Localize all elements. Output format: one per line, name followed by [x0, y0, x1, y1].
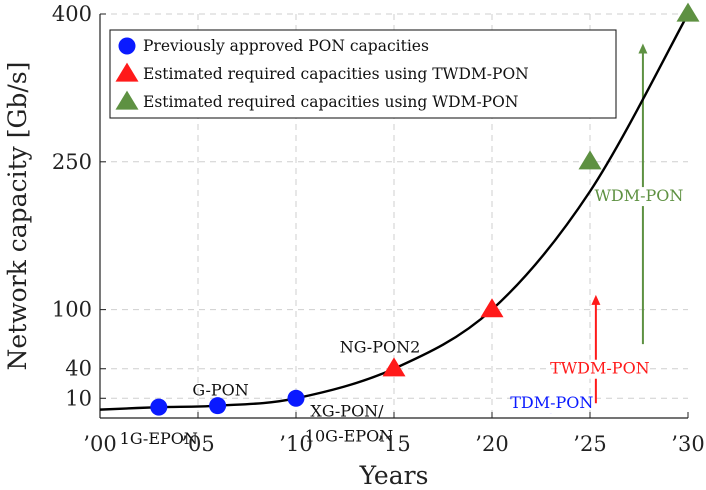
arrow-label-background	[602, 187, 676, 207]
point-label: NG-PON2	[340, 338, 421, 357]
x-tick-label: ’05	[181, 432, 214, 456]
point-label: 1G-EPON	[120, 429, 198, 448]
point-label: XG-PON/	[310, 401, 384, 420]
legend: Previously approved PON capacities Estima…	[109, 29, 617, 119]
point-label: G-PON	[192, 381, 248, 400]
y-tick-label: 10	[65, 386, 92, 410]
y-tick-label: 40	[65, 357, 92, 381]
data-points	[150, 2, 700, 416]
data-point-circle	[150, 398, 168, 416]
legend-box	[109, 29, 617, 119]
x-tick-label: ’25	[573, 432, 606, 456]
point-label: 10G-EPON	[305, 426, 393, 445]
x-axis-label: Years	[359, 461, 429, 490]
arrow-label: WDM-PON	[594, 186, 683, 205]
point-labels: TDM-PON TWDM-PON WDM-PON 1G-EPON G-PON XG-PON…	[120, 186, 684, 448]
arrow-label: TDM-PON	[510, 393, 593, 412]
y-tick-label: 400	[52, 2, 92, 26]
y-tick-label: 100	[52, 298, 92, 322]
x-tick-label: ’10	[279, 432, 312, 456]
y-axis-label: Network capacity [Gb/s]	[3, 62, 32, 371]
x-tick-label: ’30	[671, 432, 704, 456]
data-point-triangle	[676, 2, 700, 22]
data-point-circle	[209, 397, 227, 415]
x-tick-label: ’00	[83, 432, 116, 456]
data-point-triangle	[382, 357, 406, 377]
legend-marker-triangle	[115, 62, 139, 82]
legend-entry-label: Estimated required capacities using TWDM…	[143, 65, 529, 83]
data-point-triangle	[578, 150, 602, 170]
x-tick-label: ’20	[475, 432, 508, 456]
arrow-head	[591, 294, 601, 305]
legend-marker-triangle	[115, 90, 139, 110]
legend-entry-label: Previously approved PON capacities	[143, 37, 429, 55]
arrow-label: TWDM-PON	[550, 359, 650, 378]
arrow-head	[638, 43, 648, 54]
x-tick-label: ’15	[377, 432, 410, 456]
data-point-triangle	[480, 298, 504, 318]
legend-marker-circle	[118, 37, 136, 55]
axes	[99, 13, 689, 419]
arrow-label-background	[515, 394, 589, 413]
tick-labels: ’00 ’05 ’10 ’15 ’20 ’25 ’30 10 40 100 250 400	[52, 2, 705, 456]
legend-entry-label: Estimated required capacities using WDM-…	[143, 93, 518, 111]
y-tick-label: 250	[52, 150, 92, 174]
arrow-label-background	[558, 359, 642, 379]
data-point-circle	[287, 389, 305, 407]
